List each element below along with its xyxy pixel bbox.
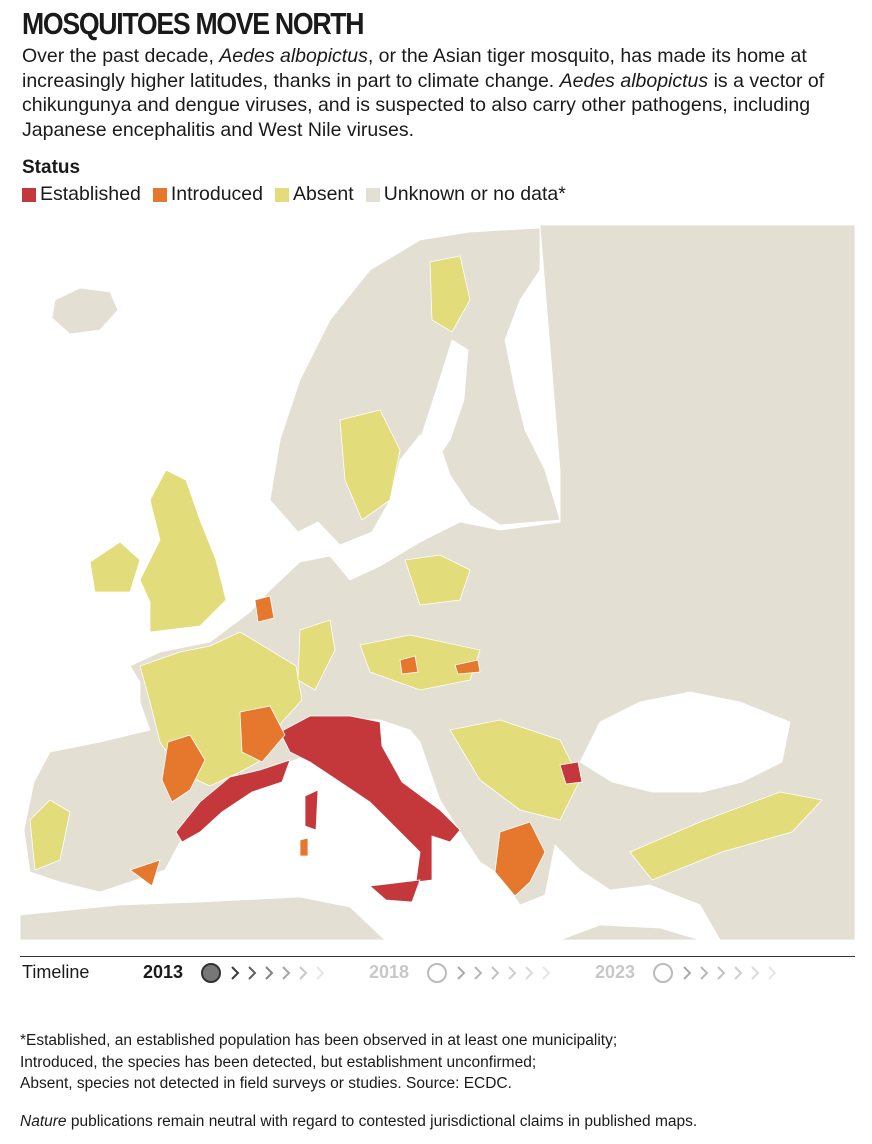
greece (494, 821, 546, 897)
timeline-dot (427, 963, 447, 983)
corsica (304, 789, 319, 831)
legend-label: Unknown or no data* (383, 183, 566, 205)
north-africa-east (559, 924, 701, 940)
turkey-absent (629, 791, 823, 881)
north-africa (20, 896, 386, 940)
legend-swatch (274, 187, 289, 202)
valencia-introduced (129, 859, 161, 887)
timeline-arrow (491, 966, 500, 980)
timeline-arrows (231, 966, 777, 980)
text-run: publications remain neutral with regard … (66, 1113, 698, 1130)
sardinia-introduced (299, 837, 309, 857)
description: Over the past decade, Aedes albopictus, … (22, 44, 842, 142)
text-run: Over the past decade, (22, 45, 220, 67)
timeline-arrow (265, 966, 274, 980)
south-france (175, 759, 291, 843)
timeline-arrow (282, 966, 291, 980)
legend-swatch (365, 187, 380, 202)
timeline-dot (201, 963, 221, 983)
timeline-arrow (299, 966, 308, 980)
title: MOSQUITOES MOVE NORTH (22, 6, 365, 41)
sweden-absent (339, 409, 401, 521)
scandinavia (269, 227, 561, 546)
east-introduced (454, 659, 481, 675)
timeline-graphics (201, 963, 777, 983)
footnote: *Established, an established population … (20, 1030, 617, 1095)
hungary-introduced (399, 655, 419, 675)
alps-introduced (239, 705, 286, 763)
text-run: is a vector of chikungunya and dengue vi… (22, 69, 825, 141)
timeline-arrow (231, 966, 240, 980)
timeline-year[interactable]: 2018 (369, 962, 410, 982)
timeline-arrow (683, 966, 692, 980)
map (20, 225, 855, 983)
italy (279, 715, 461, 883)
legend: Established Introduced Absent Unknown or no… (22, 183, 566, 206)
timeline-arrow (508, 966, 517, 980)
timeline-dot (653, 963, 673, 983)
timeline-arrow (474, 966, 483, 980)
iceland (51, 287, 119, 335)
divider (20, 956, 855, 957)
legend-swatch (152, 187, 167, 202)
timeline-arrow (525, 966, 534, 980)
timeline-label: Timeline (22, 962, 90, 982)
timeline-arrow (248, 966, 257, 980)
sicily (369, 879, 421, 903)
footnote-line: Introduced, the species has been detecte… (20, 1053, 537, 1071)
text-run: Aedes albopictus (219, 45, 368, 67)
uk (139, 469, 227, 633)
ireland (89, 541, 141, 593)
gulf-of-bothnia (419, 339, 469, 463)
central-absent (404, 554, 471, 606)
timeline-arrow (717, 966, 726, 980)
timeline-arrow (768, 966, 777, 980)
legend-item: Unknown or no data* (365, 183, 566, 206)
note: Nature publications remain neutral with … (20, 1113, 697, 1131)
text-run: Aedes albopictus (559, 69, 709, 92)
germany-absent (297, 619, 336, 691)
timeline-arrow (542, 966, 551, 980)
timeline-year[interactable]: 2023 (595, 962, 636, 982)
netherlands-introduced (254, 595, 275, 623)
timeline-arrow (457, 966, 466, 980)
timeline-arrow (316, 966, 325, 980)
legend-item: Absent (274, 183, 354, 206)
spain-introduced (161, 734, 206, 803)
legend-title: Status (22, 157, 81, 178)
hungary-absent (359, 634, 481, 691)
legend-label: Established (40, 183, 141, 205)
timeline-arrow (734, 966, 743, 980)
footnote-line: *Established, an established population … (20, 1032, 618, 1049)
romania-established (559, 761, 583, 785)
footnote-line: Absent, species not detected in field su… (20, 1075, 512, 1092)
black-sea (579, 691, 791, 793)
iberia-absent (29, 799, 71, 871)
timeline-arrow (751, 966, 760, 980)
legend-swatch (22, 187, 36, 202)
text-run: Nature (20, 1113, 67, 1130)
legend-item: Introduced (152, 183, 263, 206)
legend-label: Absent (292, 183, 354, 205)
timeline-arrow (700, 966, 709, 980)
finland-absent (429, 255, 471, 333)
text-run: , or the Asian tiger mosquito, has made … (22, 45, 807, 92)
timeline-year[interactable]: 2013 (143, 962, 184, 982)
legend-label: Introduced (170, 183, 263, 205)
balkans-absent (449, 719, 581, 821)
legend-item: Established (22, 183, 141, 206)
